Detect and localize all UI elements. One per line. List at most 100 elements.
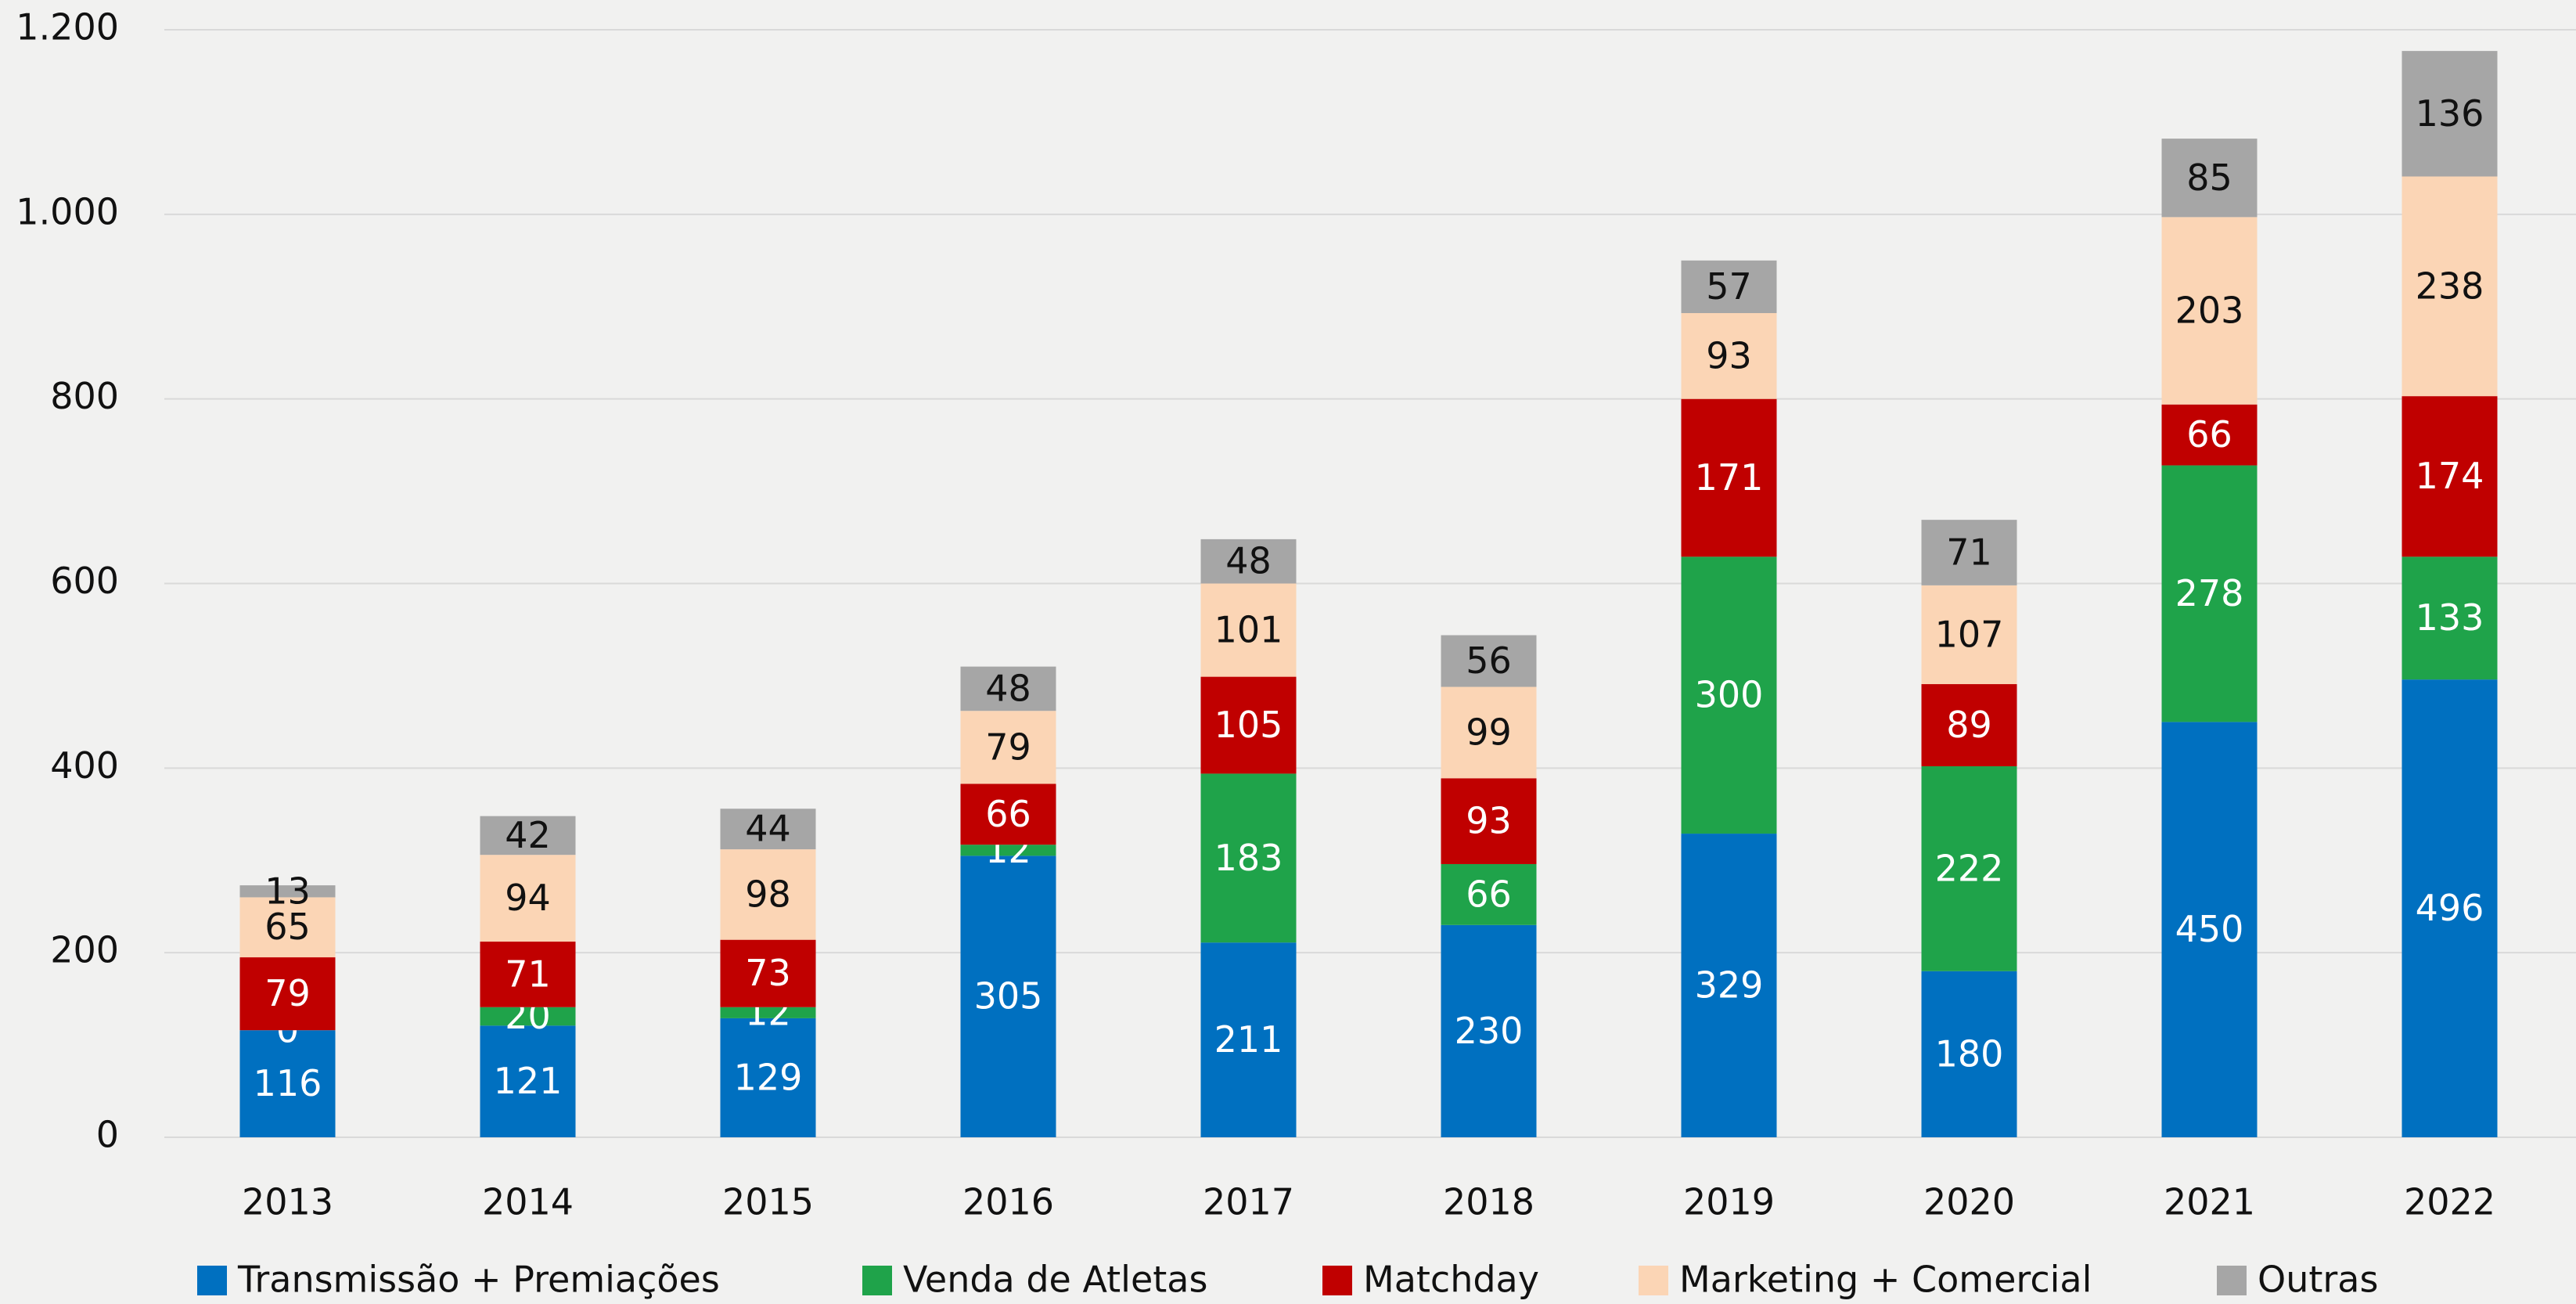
data-label: 79 — [985, 726, 1031, 768]
bar-segment — [239, 885, 336, 898]
bar-segment — [480, 1025, 576, 1137]
bar-segment — [1200, 676, 1297, 774]
data-label: 133 — [2416, 596, 2484, 639]
data-label: 171 — [1695, 456, 1764, 499]
data-label: 305 — [974, 975, 1043, 1018]
legend-swatch — [862, 1266, 892, 1295]
bar-segment — [2402, 176, 2498, 397]
bar-segment — [1200, 583, 1297, 677]
bar-segment — [1441, 924, 1537, 1137]
legend-label: Outras — [2258, 1259, 2378, 1301]
y-tick-label: 1.200 — [16, 6, 119, 49]
bar-segment — [1921, 520, 2017, 585]
bar-segment — [1921, 971, 2017, 1137]
bar-segment — [2402, 557, 2498, 680]
data-label: 56 — [1466, 639, 1512, 682]
x-tick-label: 2018 — [1443, 1181, 1534, 1223]
data-label: 203 — [2175, 290, 2244, 332]
data-label: 98 — [745, 873, 791, 915]
x-tick-label: 2014 — [482, 1181, 574, 1223]
bar-segment — [1681, 260, 1777, 314]
bar-segment — [960, 845, 1056, 856]
data-label: 44 — [745, 808, 791, 850]
x-tick-label: 2015 — [722, 1181, 814, 1223]
data-label: 496 — [2416, 887, 2484, 929]
data-label: 300 — [1695, 674, 1764, 716]
data-label: 89 — [1946, 704, 1992, 746]
bar-segment — [2161, 404, 2258, 466]
bar-segment — [720, 849, 816, 940]
x-tick-label: 2017 — [1203, 1181, 1294, 1223]
bar-segment — [1441, 686, 1537, 779]
data-label: 105 — [1214, 704, 1283, 746]
data-label: 93 — [1706, 334, 1752, 376]
bar-segment — [720, 809, 816, 850]
data-label: 13 — [264, 870, 311, 912]
bar-segment — [239, 957, 336, 1031]
bar-segment — [1200, 942, 1297, 1137]
bar-segment — [2161, 722, 2258, 1137]
y-tick-label: 400 — [50, 744, 119, 787]
y-tick-label: 600 — [50, 560, 119, 602]
bar-segment — [2161, 217, 2258, 405]
bar-segment — [239, 897, 336, 958]
data-label: 174 — [2416, 455, 2484, 497]
x-tick-label: 2013 — [242, 1181, 333, 1223]
bar-segment — [2402, 396, 2498, 557]
data-label: 48 — [985, 667, 1031, 709]
y-tick-label: 1.000 — [16, 190, 119, 232]
legend-swatch — [1639, 1266, 1668, 1295]
data-label: 66 — [985, 793, 1031, 835]
y-tick-label: 800 — [50, 375, 119, 417]
bar-segment — [1921, 765, 2017, 971]
data-label: 85 — [2186, 157, 2232, 199]
bar-segment — [2402, 679, 2498, 1137]
bar-segment — [720, 1018, 816, 1137]
bar-segment — [1200, 539, 1297, 584]
x-tick-label: 2020 — [1923, 1181, 2015, 1223]
data-label: 101 — [1214, 609, 1283, 651]
y-tick-label: 200 — [50, 929, 119, 971]
bar-segment — [239, 1030, 336, 1137]
bar-segment — [2161, 139, 2258, 218]
data-label: 121 — [494, 1060, 563, 1102]
data-label: 79 — [264, 972, 311, 1014]
bar-segment — [1200, 773, 1297, 943]
bar-segment — [480, 1007, 576, 1026]
data-label: 57 — [1706, 265, 1752, 308]
data-label: 329 — [1695, 964, 1764, 1007]
bar-segment — [480, 942, 576, 1007]
legend-label: Transmissão + Premiações — [237, 1259, 720, 1301]
data-label: 73 — [745, 952, 791, 994]
bar-segment — [2161, 465, 2258, 722]
data-label: 99 — [1466, 711, 1512, 753]
data-label: 66 — [1466, 873, 1512, 915]
bar-segment — [1681, 313, 1777, 399]
data-label: 230 — [1455, 1010, 1524, 1052]
data-label: 65 — [264, 906, 311, 948]
bar-segment — [1921, 684, 2017, 766]
legend-swatch — [2217, 1266, 2247, 1295]
data-label: 450 — [2175, 908, 2244, 950]
bar-segment — [1681, 834, 1777, 1137]
data-label: 183 — [1214, 837, 1283, 879]
bar-segment — [480, 816, 576, 856]
data-label: 136 — [2416, 92, 2484, 135]
bar-segment — [960, 666, 1056, 711]
bar-segment — [720, 1007, 816, 1018]
legend-swatch — [1322, 1266, 1352, 1295]
x-tick-label: 2019 — [1683, 1181, 1775, 1223]
data-label: 180 — [1935, 1032, 2004, 1075]
data-label: 42 — [505, 814, 551, 856]
bar-segment — [720, 939, 816, 1007]
bar-segment — [1921, 585, 2017, 685]
data-label: 211 — [1214, 1018, 1283, 1061]
data-label: 48 — [1225, 540, 1272, 582]
legend-label: Venda de Atletas — [903, 1259, 1207, 1301]
data-label: 71 — [505, 953, 551, 995]
bar-segment — [1441, 778, 1537, 864]
bar-segment — [1441, 863, 1537, 925]
y-tick-label: 0 — [96, 1114, 119, 1156]
bar-segment — [1681, 398, 1777, 557]
